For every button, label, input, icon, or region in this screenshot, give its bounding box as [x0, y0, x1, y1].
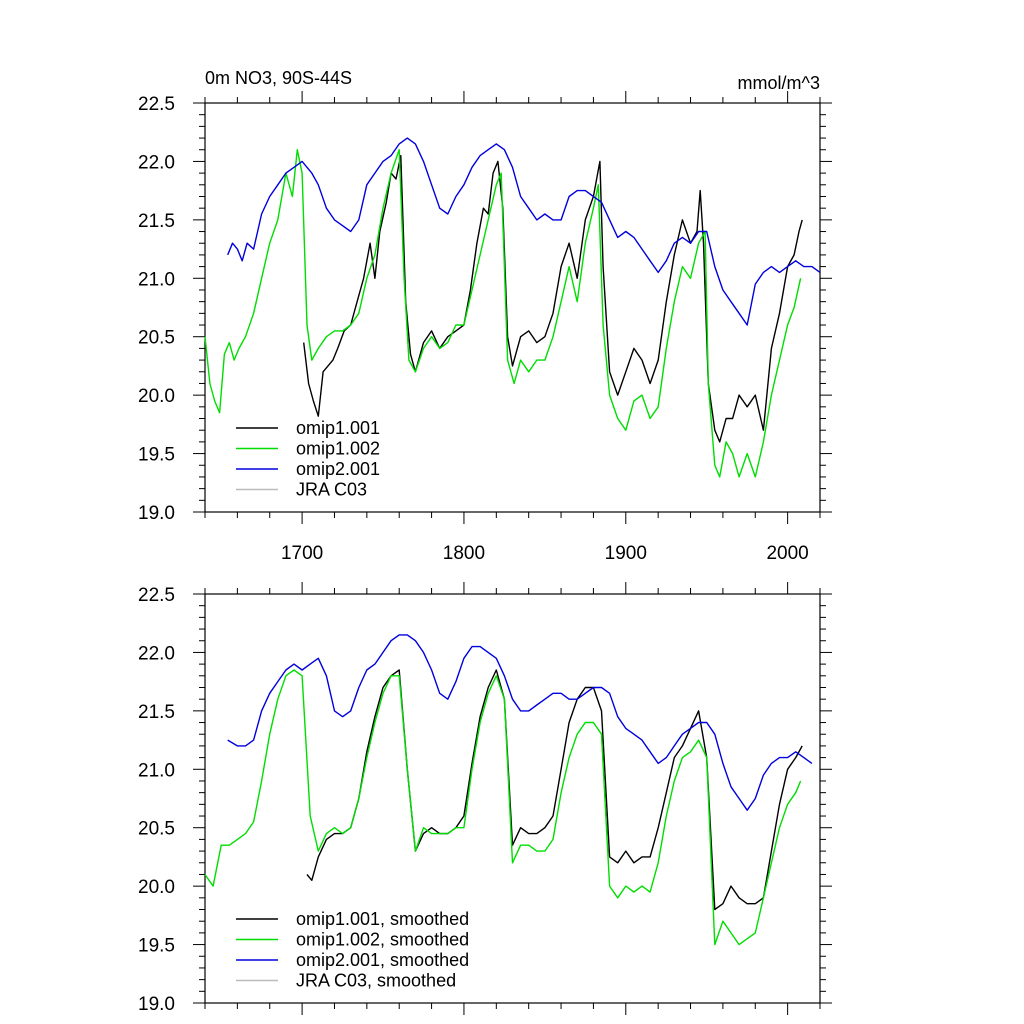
chart-title: 0m NO3, 90S-44S: [205, 68, 352, 88]
chart-units: mmol/m^3: [738, 73, 820, 93]
x-tick-label: 2000: [766, 543, 808, 564]
x-tick-label: 1700: [281, 543, 323, 564]
legend-label: omip1.002, smoothed: [296, 930, 469, 950]
legend-label: omip1.002: [296, 439, 380, 459]
y-tick-label: 20.0: [138, 877, 175, 898]
x-tick-label: 1800: [443, 543, 485, 564]
plot-frame: [204, 102, 821, 513]
series-line-2: [227, 137, 821, 326]
y-tick-label: 20.5: [138, 819, 175, 840]
top-panel: 1700 1800 1900 2000 19.0 19.5 20.0 20.5 21.0 21.5…: [138, 68, 832, 564]
y-tick-label: 21.0: [138, 760, 175, 781]
series-line-2: [227, 634, 813, 811]
plot-frame: [204, 593, 821, 1004]
y-tick-label: 20.5: [138, 328, 175, 349]
y-tick-label: 19.0: [138, 503, 175, 524]
y-tick-label: 22.0: [138, 152, 175, 173]
y-tick-label: 19.5: [138, 445, 175, 466]
series-line-0: [306, 669, 803, 911]
y-tick-label: 20.0: [138, 386, 175, 407]
y-tick-label: 22.5: [138, 585, 175, 606]
x-tick-label: 1900: [605, 543, 647, 564]
y-tick-label: 21.5: [138, 211, 175, 232]
y-tick-label: 21.5: [138, 702, 175, 723]
legend-label: omip1.001, smoothed: [296, 909, 469, 929]
y-tick-label: 22.0: [138, 643, 175, 664]
legend-label: omip1.001: [296, 418, 380, 438]
y-tick-label: 19.0: [138, 994, 175, 1015]
series-line-0: [303, 154, 803, 443]
bottom-panel: 19.0 19.5 20.0 20.5 21.0 21.5 22.0 22.5 omip1.00…: [138, 582, 832, 1015]
y-tick-label: 21.0: [138, 269, 175, 290]
y-tick-label: 22.5: [138, 94, 175, 115]
legend-label: JRA C03: [296, 480, 367, 500]
legend-label: omip2.001: [296, 459, 380, 479]
series-line-1: [204, 148, 802, 478]
y-tick-label: 19.5: [138, 936, 175, 957]
series-line-1: [204, 669, 802, 946]
legend-label: omip2.001, smoothed: [296, 950, 469, 970]
legend-label: JRA C03, smoothed: [296, 971, 456, 991]
